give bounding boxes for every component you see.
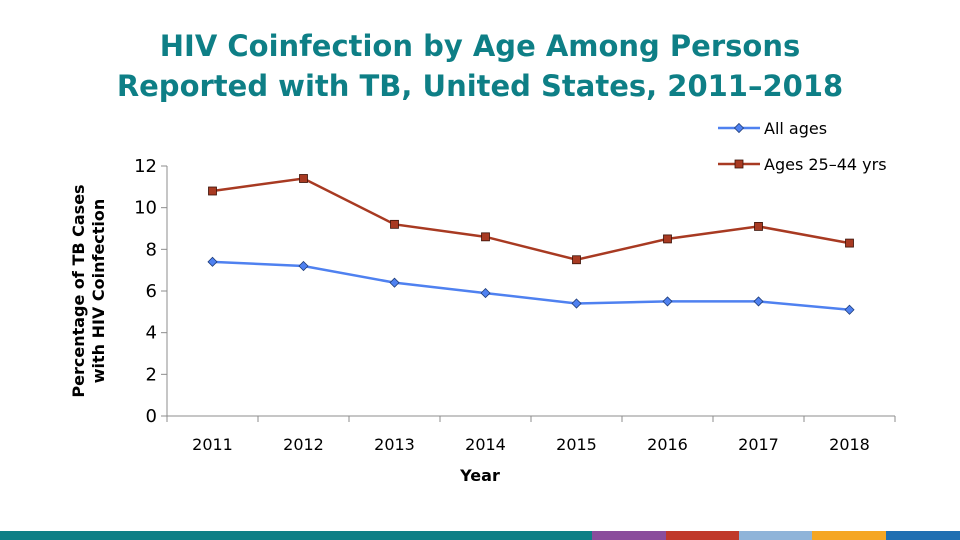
series-2 (208, 174, 854, 265)
y-tick-label: 4 (146, 323, 157, 344)
x-tick-label: 2011 (192, 435, 233, 454)
data-point (480, 288, 491, 299)
legend-label: Ages 25–44 yrs (764, 155, 887, 174)
data-point (390, 219, 399, 229)
data-point (572, 255, 581, 265)
footer-segment (886, 531, 960, 540)
data-point (663, 234, 672, 244)
x-axis-label: Year (459, 466, 500, 485)
data-point (389, 277, 400, 288)
y-axis-label-line: Percentage of TB Cases (69, 184, 88, 397)
data-point (844, 304, 855, 315)
data-point (571, 298, 582, 309)
y-tick-label: 8 (146, 239, 157, 260)
footer-segment (592, 531, 666, 540)
data-point (845, 238, 854, 248)
x-tick-label: 2017 (738, 435, 779, 454)
data-point (299, 174, 308, 183)
legend-marker (733, 122, 745, 134)
x-tick-label: 2012 (283, 435, 324, 454)
x-tick-label: 2016 (647, 435, 688, 454)
y-tick-label: 0 (146, 406, 157, 427)
footer-segment (812, 531, 886, 540)
x-tick-label: 2015 (556, 435, 597, 454)
series-line (212, 177, 850, 262)
footer-color-bar (0, 531, 960, 540)
y-tick-label: 6 (146, 281, 157, 302)
data-point (754, 222, 763, 231)
chart-title: HIV Coinfection by Age Among Persons Rep… (0, 26, 960, 106)
chart-axes: 0 2 4 6 8 10 12 2011 2012 2013 2014 2015 2016 2017 201… (69, 156, 896, 485)
legend-entry-2: Ages 25–44 yrs (718, 155, 887, 174)
chart-series (207, 174, 855, 315)
x-tick-label: 2018 (829, 435, 870, 454)
data-point (753, 296, 764, 307)
chart-legend: All ages Ages 25–44 yrs (718, 119, 887, 174)
y-tick-label: 2 (146, 364, 157, 385)
footer-segment (739, 531, 812, 540)
footer-segment (0, 531, 592, 540)
y-tick-label: 10 (134, 198, 157, 219)
data-point (662, 296, 673, 307)
chart-title-line-2: Reported with TB, United States, 2011–20… (116, 69, 844, 103)
y-axis-label: Percentage of TB Caseswith HIV Coinfecti… (69, 184, 108, 397)
series-1 (207, 256, 855, 315)
data-point (207, 256, 218, 267)
data-point (481, 232, 490, 242)
x-tick-label: 2013 (374, 435, 415, 454)
y-axis-label-line: with HIV Coinfection (89, 199, 108, 384)
footer-segment (666, 531, 739, 540)
chart-title-line-1: HIV Coinfection by Age Among Persons (159, 29, 801, 63)
x-tick-label: 2014 (465, 435, 506, 454)
data-point (298, 260, 309, 272)
data-point (208, 186, 217, 196)
legend-label: All ages (764, 119, 827, 138)
legend-marker (734, 159, 744, 169)
y-tick-label: 12 (134, 156, 157, 177)
legend-entry-1: All ages (718, 119, 827, 138)
series-line (212, 260, 850, 311)
